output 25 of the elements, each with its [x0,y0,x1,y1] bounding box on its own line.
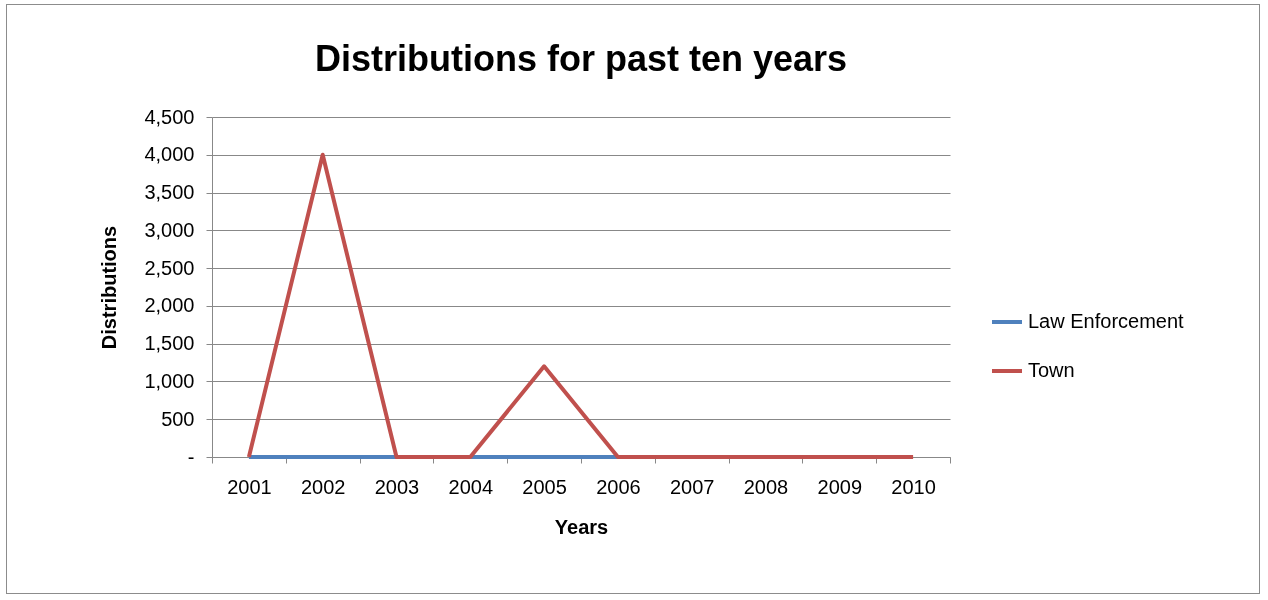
y-tick-label: 3,000 [144,218,195,241]
y-tick-label: 4,500 [144,105,195,128]
x-tick-label: 2004 [448,475,494,498]
x-tick-label: 2002 [300,475,346,498]
y-tick-label: 1,000 [144,369,195,392]
x-tick-label: 2003 [374,475,420,498]
x-tick-label: 2008 [743,475,789,498]
y-tick-label: 2,500 [144,256,195,279]
y-tick-label: 3,500 [144,181,195,204]
x-tick-label: 2009 [817,475,863,498]
legend-label: Law Enforcement [1028,310,1185,332]
chart-title: Distributions for past ten years [314,38,848,79]
x-tick-label: 2010 [891,475,936,498]
legend-label: Town [1028,359,1075,381]
y-axis-title: Distributions [98,225,121,350]
y-tick-label: 4,000 [144,143,195,166]
x-tick-label: 2007 [669,475,715,498]
x-tick-label: 2001 [227,475,272,498]
y-tick-label: 2,000 [144,294,195,317]
x-tick-label: 2005 [522,475,567,498]
x-axis-title: Years [554,515,609,538]
y-tick-label: 500 [161,407,195,430]
y-tick-label: 1,500 [144,332,195,355]
y-tick-label: - [187,445,195,468]
x-tick-label: 2006 [596,475,641,498]
